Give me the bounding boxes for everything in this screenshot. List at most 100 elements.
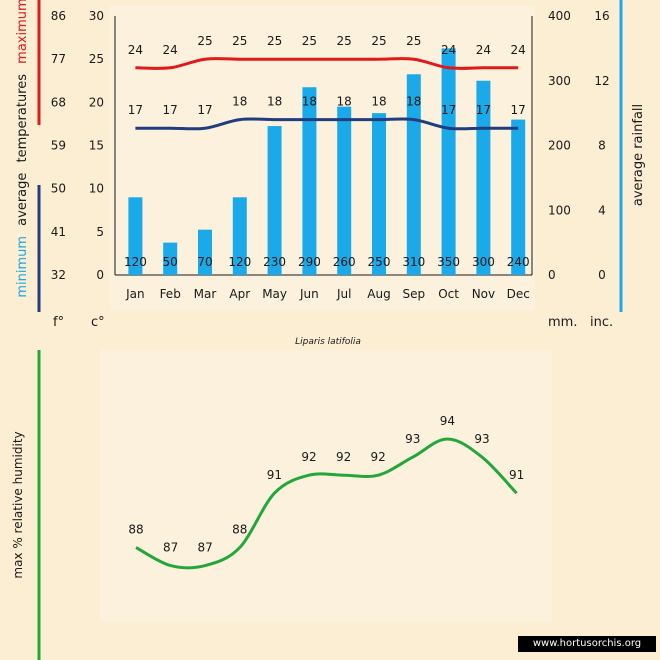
rain-value-label: 120: [228, 255, 251, 269]
max-temp-value-label: 25: [232, 34, 247, 48]
rain-bar: [163, 242, 178, 275]
rain-mm-tick-label: 200: [548, 139, 571, 153]
humidity-value-label: 93: [474, 432, 489, 446]
rain-bar: [337, 106, 352, 276]
min-temp-value-label: 17: [441, 103, 456, 117]
rain-mm-tick-label: 300: [548, 74, 571, 88]
rain-value-label: 240: [507, 255, 530, 269]
unit-mm: mm.: [548, 315, 577, 330]
fahrenheit-tick-label: 59: [51, 139, 66, 153]
rain-value-label: 290: [298, 255, 321, 269]
rain-bars: [128, 48, 526, 276]
humidity-line: [135, 437, 518, 570]
celsius-tick-label: 15: [89, 139, 104, 153]
unit-fahrenheit: f°: [53, 315, 64, 330]
rain-inch-tick-label: 12: [594, 74, 609, 88]
min-temp-value-label: 18: [267, 95, 282, 109]
celsius-tick-label: 10: [89, 182, 104, 196]
minimum-word: minimum: [15, 236, 30, 298]
humidity-value-label: 91: [509, 468, 524, 482]
month-label: Aug: [367, 287, 390, 301]
month-label: Dec: [507, 287, 530, 301]
max-temp-value-label: 24: [128, 43, 143, 57]
rain-inch-tick-label: 0: [598, 268, 606, 282]
max-temp-value-label: 25: [406, 34, 421, 48]
rain-inch-tick-label: 16: [594, 9, 609, 23]
site-credit: www.hortusorchis.org: [518, 636, 656, 652]
temperatures-word: temperatures: [15, 74, 30, 163]
rain-bar: [302, 87, 317, 275]
fahrenheit-tick-label: 41: [51, 225, 66, 239]
min-temp-value-label: 18: [406, 95, 421, 109]
celsius-tick-label: 25: [89, 52, 104, 66]
celsius-tick-label: 30: [89, 9, 104, 23]
humidity-axis-title: max % relative humidity: [11, 431, 25, 578]
celsius-tick-label: 0: [96, 268, 104, 282]
max-temp-value-label: 25: [302, 34, 317, 48]
min-temp-value-label: 18: [302, 95, 317, 109]
max-temp-value-label: 25: [197, 34, 212, 48]
min-temp-value-label: 18: [337, 95, 352, 109]
species-name: Liparis latifolia: [295, 337, 361, 347]
rain-mm-tick-label: 100: [548, 203, 571, 217]
rain-inch-tick-label: 4: [598, 203, 606, 217]
rain-bar: [406, 74, 421, 276]
month-label: May: [262, 287, 287, 301]
temperature-axis-title: minimum average temperatures maximum: [15, 0, 30, 298]
min-temp-value-label: 17: [197, 103, 212, 117]
rain-value-label: 70: [197, 255, 212, 269]
rain-bar: [511, 119, 526, 275]
min-temp-value-label: 17: [163, 103, 178, 117]
month-label: Jul: [336, 287, 351, 301]
min-temp-value-label: 17: [128, 103, 143, 117]
max-temp-value-label: 24: [511, 43, 526, 57]
month-label: Jun: [299, 287, 319, 301]
rain-bar: [372, 113, 386, 275]
max-temp-value-label: 24: [163, 43, 178, 57]
temperature-rain-panel: [110, 5, 535, 310]
humidity-value-label: 93: [405, 432, 420, 446]
month-label: Sep: [402, 287, 425, 301]
rain-bar: [232, 197, 247, 275]
rain-bar: [198, 229, 212, 275]
max-temp-value-label: 25: [371, 34, 386, 48]
rain-mm-tick-label: 400: [548, 9, 571, 23]
max-temp-value-label: 25: [337, 34, 352, 48]
rain-value-label: 260: [333, 255, 356, 269]
min-temp-value-label: 18: [232, 95, 247, 109]
humidity-panel: [100, 350, 552, 622]
unit-celsius: c°: [91, 315, 105, 330]
humidity-value-label: 92: [336, 450, 351, 464]
month-label: Mar: [194, 287, 217, 301]
max-temp-value-label: 24: [441, 43, 456, 57]
rain-bar: [128, 197, 143, 275]
temperature-lines: [135, 57, 519, 131]
average-word: average: [15, 173, 30, 226]
fahrenheit-tick-label: 68: [51, 95, 66, 109]
maximum-word: maximum: [15, 0, 30, 64]
rain-value-label: 310: [402, 255, 425, 269]
unit-inches: inc.: [590, 315, 613, 330]
rain-value-label: 350: [437, 255, 460, 269]
max-temp-value-label: 25: [267, 34, 282, 48]
rain-inch-tick-label: 8: [598, 139, 606, 153]
rainfall-axis-title: average rainfall: [631, 104, 646, 206]
axis-ticks: 0 32 5 41 10 50 15 59 20 68 25 77 30 86 0 0 100 4 200 8 300 1…: [51, 9, 610, 301]
humidity-value-label: 92: [301, 450, 316, 464]
value-labels: 24 24 25 25 25 25 25 25 25 24 24 24 17 17 17 18 18 18 18 18…: [124, 34, 530, 269]
rain-value-label: 50: [163, 255, 178, 269]
humidity-value-label: 94: [440, 414, 455, 428]
max-temp-value-label: 24: [476, 43, 491, 57]
fahrenheit-tick-label: 50: [51, 182, 66, 196]
month-label: Feb: [160, 287, 181, 301]
rain-value-label: 300: [472, 255, 495, 269]
fahrenheit-tick-label: 86: [51, 9, 66, 23]
humidity-value-label: 92: [371, 450, 386, 464]
min-temp-value-label: 18: [371, 95, 386, 109]
min-temperature-line: [135, 117, 519, 131]
humidity-value-label: 87: [163, 541, 178, 555]
humidity-value-label: 88: [128, 522, 143, 536]
rain-value-label: 250: [368, 255, 391, 269]
max-temperature-line: [135, 57, 519, 70]
